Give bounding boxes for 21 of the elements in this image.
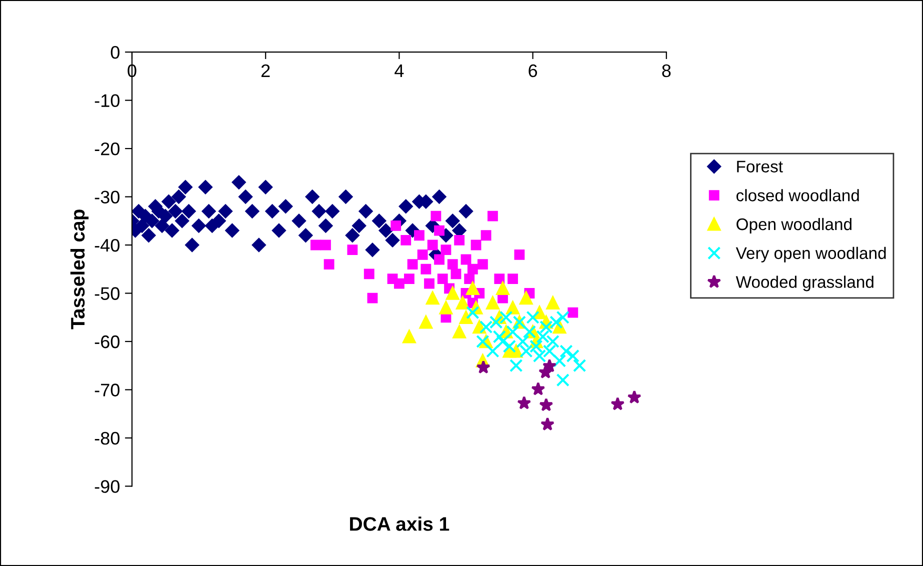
legend-label: Very open woodland	[736, 246, 886, 262]
legend-label: Open woodland	[736, 218, 852, 234]
y-tick-label: -60	[94, 335, 120, 348]
y-tick-label: 0	[110, 46, 120, 59]
y-tick-label: -30	[94, 190, 120, 204]
x-axis-title: DCA axis 1	[350, 516, 450, 531]
y-tick-label: -10	[94, 94, 120, 108]
y-tick-label: -40	[94, 238, 120, 252]
y-axis-title: Tasseled cap	[70, 210, 89, 330]
y-tick-label: -70	[94, 384, 120, 396]
x-tick-label: 6	[528, 64, 538, 78]
y-tick-label: -20	[94, 142, 120, 156]
legend-label: closed woodland	[736, 189, 859, 202]
y-tick-label: -50	[94, 287, 120, 300]
x-tick-label: 4	[394, 64, 404, 77]
y-tick-label: -90	[94, 480, 120, 493]
legend-label: Wooded grassland	[736, 276, 874, 292]
y-tick-label: -80	[94, 432, 120, 445]
x-tick-label: 2	[261, 64, 270, 77]
x-tick-label: 8	[662, 64, 671, 78]
legend-label: Forest	[737, 160, 783, 172]
